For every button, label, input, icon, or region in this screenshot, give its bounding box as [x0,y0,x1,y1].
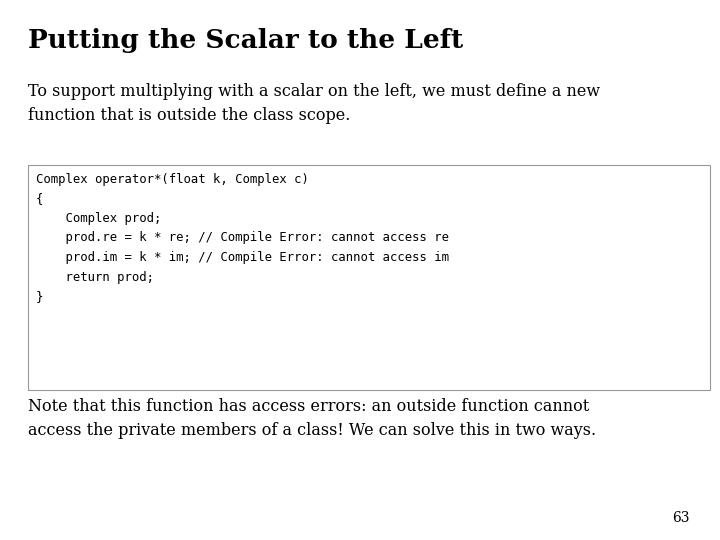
FancyBboxPatch shape [28,165,710,390]
Text: Note that this function has access errors: an outside function cannot
access the: Note that this function has access error… [28,398,596,439]
Text: 63: 63 [672,511,690,525]
Text: Putting the Scalar to the Left: Putting the Scalar to the Left [28,28,463,53]
Text: To support multiplying with a scalar on the left, we must define a new
function : To support multiplying with a scalar on … [28,83,600,124]
Text: Complex operator*(float k, Complex c)
{
    Complex prod;
    prod.re = k * re; : Complex operator*(float k, Complex c) { … [36,173,449,303]
